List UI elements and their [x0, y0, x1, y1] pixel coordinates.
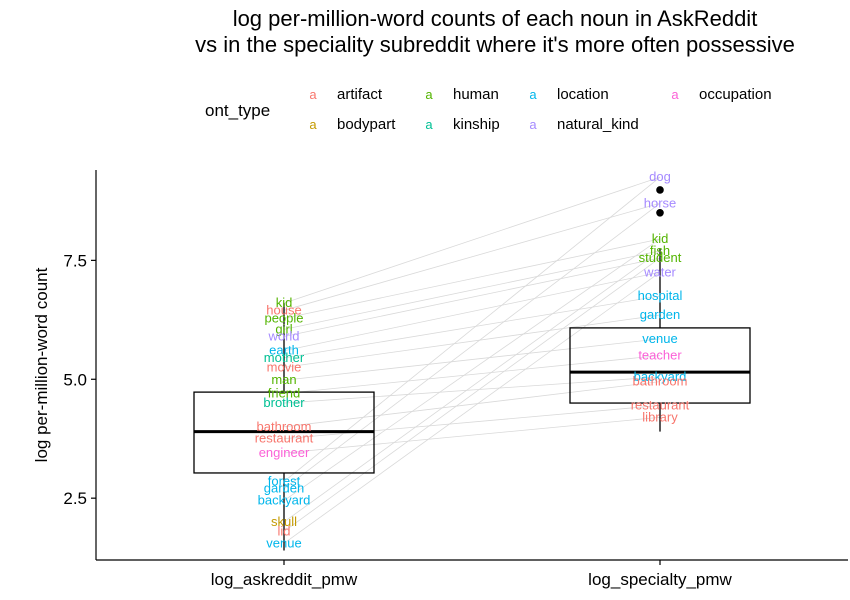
legend-label-location: location: [557, 86, 609, 103]
y-tick-label: 5.0: [63, 370, 87, 389]
point-label: garden: [264, 481, 304, 496]
pair-segment: [283, 355, 661, 394]
pair-segment: [283, 271, 661, 544]
point-label: backyard: [258, 493, 311, 508]
pair-segment: [283, 202, 661, 489]
axes: 2.5 5.0 7.5 log_askreddit_pmw log_specialty…: [32, 170, 848, 589]
point-label: skull: [271, 514, 297, 529]
legend-key-glyph: a: [529, 117, 537, 132]
pair-segment: [283, 238, 661, 319]
point-label: restaurant: [631, 397, 690, 412]
legend-label-bodypart: bodypart: [337, 116, 396, 133]
point-label: kid: [276, 295, 293, 310]
pair-segment: [283, 295, 661, 359]
chart-title-line-2: vs in the speciality subreddit where it'…: [195, 32, 795, 57]
point-label: water: [643, 264, 676, 279]
legend-key-glyph: a: [425, 87, 433, 102]
point-label: teacher: [638, 347, 682, 362]
paired-segments: [283, 176, 661, 544]
point-labels: kidhousepeoplegirlworldearthmothermoviem…: [255, 169, 690, 550]
y-axis-label: log per-million-word count: [32, 267, 51, 462]
pair-segment: [283, 176, 661, 482]
boxplot-log-specialty-pmw: [569, 248, 751, 432]
pair-segment: [283, 238, 661, 501]
pair-segment: [283, 250, 661, 523]
legend-label-human: human: [453, 86, 499, 103]
point-label: house: [266, 302, 301, 317]
legend-label-kinship: kinship: [453, 116, 500, 133]
legend-title: ont_type: [205, 101, 270, 120]
point-label: library: [642, 409, 678, 424]
legend-label-artifact: artifact: [337, 86, 383, 103]
point-label: dog: [649, 169, 671, 184]
boxplots: [193, 248, 751, 551]
x-tick-label: log_askreddit_pmw: [211, 570, 358, 589]
pair-segment: [283, 338, 661, 381]
point-label: mother: [264, 350, 305, 365]
pair-segment: [283, 176, 661, 304]
point-label: world: [267, 328, 299, 343]
x-tick-label: log_specialty_pmw: [588, 570, 732, 589]
legend-key-glyph: a: [425, 117, 433, 132]
pair-segment: [283, 405, 661, 440]
pair-segment: [283, 271, 661, 352]
box-iqr: [569, 327, 751, 404]
point-label: people: [264, 310, 303, 325]
pair-segment: [283, 250, 661, 330]
point-label: girl: [275, 321, 292, 336]
outlier-point: [656, 186, 664, 194]
point-label: student: [639, 250, 682, 265]
y-tick-label: 7.5: [63, 251, 87, 270]
pair-segment: [283, 314, 661, 368]
pair-segment: [283, 257, 661, 532]
point-label: forest: [268, 474, 301, 489]
point-label: movie: [267, 359, 302, 374]
point-label: kid: [652, 231, 669, 246]
point-label: brother: [263, 395, 305, 410]
legend-key-glyph: a: [309, 87, 317, 102]
point-label: engineer: [259, 445, 310, 460]
outlier-point: [656, 209, 664, 217]
legend-key-glyph: a: [529, 87, 537, 102]
point-label: friend: [268, 386, 301, 401]
point-label: bathroom: [257, 419, 312, 434]
outlier-points: [656, 186, 664, 217]
chart-title: log per-million-word counts of each noun…: [195, 6, 795, 57]
pair-segment: [283, 202, 661, 311]
legend-label-natural-kind: natural_kind: [557, 116, 639, 133]
pair-segment: [283, 257, 661, 337]
point-label: hospital: [638, 288, 683, 303]
point-label: man: [271, 372, 296, 387]
point-label: lid: [277, 523, 290, 538]
boxplot-log-askreddit-pmw: [193, 303, 375, 551]
point-label: fish: [650, 243, 670, 258]
legend: ont_type a artifact a bodypart a human a kinshi…: [205, 86, 772, 133]
point-label: horse: [644, 195, 677, 210]
point-label: venue: [266, 535, 301, 550]
y-tick-label: 2.5: [63, 489, 87, 508]
pair-segment: [283, 376, 661, 404]
point-label: garden: [640, 307, 680, 322]
pair-segment: [283, 416, 661, 454]
legend-label-occupation: occupation: [699, 86, 772, 103]
point-label: earth: [269, 343, 299, 358]
point-label: venue: [642, 331, 677, 346]
chart-title-line-1: log per-million-word counts of each noun…: [233, 6, 758, 31]
point-label: backyard: [634, 369, 687, 384]
point-label: restaurant: [255, 431, 314, 446]
point-label: bathroom: [633, 374, 688, 389]
legend-key-glyph: a: [671, 87, 679, 102]
pair-segment: [283, 381, 661, 428]
legend-key-glyph: a: [309, 117, 317, 132]
